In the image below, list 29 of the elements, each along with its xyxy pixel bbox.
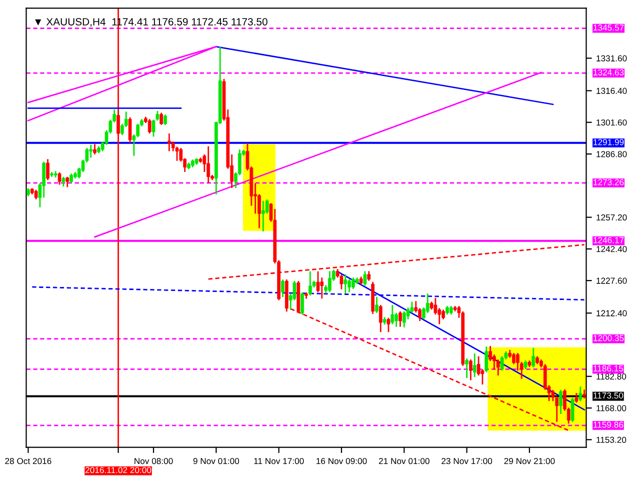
x-tick-label: 21 Nov 01:00 [378, 458, 430, 464]
ref-line-label: 1200.35 [594, 335, 624, 342]
ref-line-label: 1246.17 [594, 237, 624, 244]
x-tick-label: 16 Nov 09:00 [316, 458, 367, 464]
x-tick-label: 23 Nov 17:00 [442, 458, 492, 464]
x-tick-label: 11 Nov 17:00 [254, 458, 304, 464]
ref-line-label: 1291.99 [594, 139, 624, 146]
x-tick-label: 29 Nov 21:00 [504, 458, 555, 464]
y-tick-label: 1257.20 [596, 214, 627, 220]
y-tick-label: 1168.00 [596, 405, 626, 412]
ref-line-label: 1173.50 [594, 392, 624, 399]
y-tick-label: 1227.60 [596, 278, 627, 284]
x-tick-label: Nov 08:00 [134, 458, 173, 464]
x-tick-label: 9 Nov 01:00 [193, 458, 240, 464]
y-tick-label: 1242.40 [596, 246, 627, 252]
y-tick-label: 1153.20 [596, 436, 626, 443]
y-tick-label: 1316.40 [596, 88, 627, 94]
y-tick-label: 1182.80 [596, 373, 626, 380]
ref-line-label: 1345.57 [594, 24, 624, 31]
ref-line-label: 1273.26 [594, 179, 624, 186]
ref-line-label: 1159.86 [594, 422, 624, 428]
y-tick-label: 1212.40 [596, 310, 627, 316]
y-tick-label: 1301.60 [596, 119, 627, 126]
ref-line-label: 1186.15 [594, 365, 624, 372]
x-tick-label: 2016.11.02 20:00 [86, 467, 152, 474]
y-tick-label: 1331.60 [596, 55, 627, 62]
y-tick-label: 1286.80 [596, 151, 627, 158]
ref-line-label: 1324.63 [594, 69, 624, 76]
x-tick-label: 28 Oct 2016 [5, 458, 52, 464]
